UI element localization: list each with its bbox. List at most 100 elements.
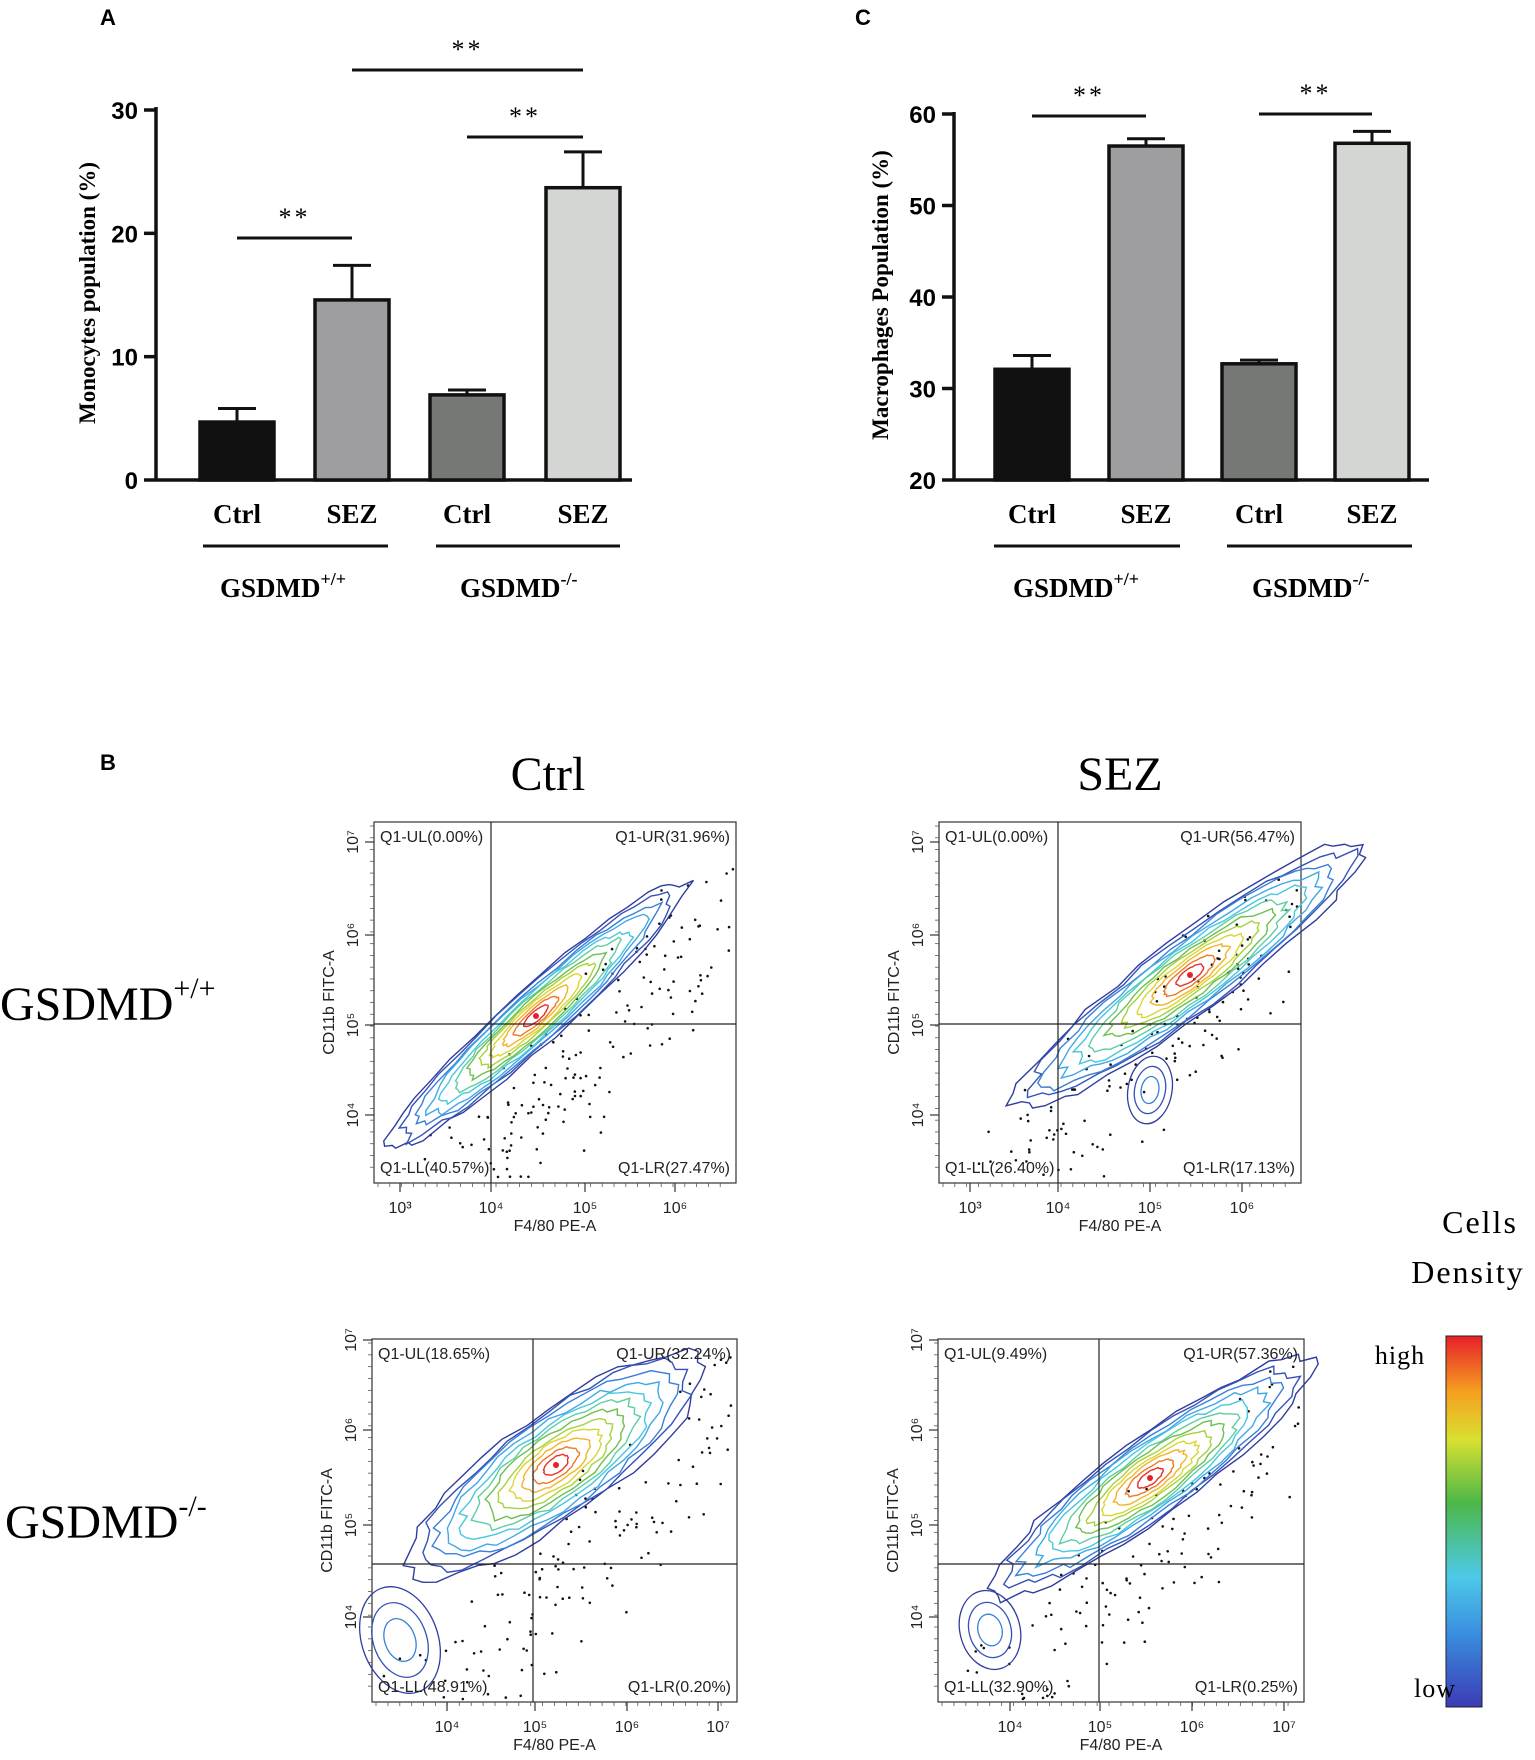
x-tick-label: 10⁴	[479, 1200, 504, 1217]
event-dot	[1220, 1521, 1224, 1525]
event-dot	[498, 1648, 502, 1651]
density-contour	[431, 1369, 680, 1558]
event-dot	[472, 1652, 476, 1655]
event-dot	[667, 1482, 670, 1485]
event-dot	[530, 1111, 533, 1114]
event-dot	[561, 1055, 565, 1058]
y-tick-label: 30	[909, 377, 936, 404]
event-dot	[719, 899, 723, 902]
event-dot	[1216, 957, 1219, 960]
density-contour	[383, 1618, 417, 1662]
quadrant-label-ur: Q1-UR(31.96%)	[615, 829, 730, 846]
density-contour	[1140, 1075, 1160, 1105]
event-dot	[1174, 1056, 1177, 1060]
category-label: Ctrl	[443, 499, 491, 529]
event-dot	[1147, 1606, 1151, 1610]
event-dot	[1059, 1627, 1063, 1631]
event-dot	[1269, 1370, 1272, 1373]
density-contour	[437, 931, 635, 1106]
density-contour	[502, 984, 569, 1048]
event-dot	[598, 1076, 601, 1079]
event-dot	[1142, 1090, 1146, 1094]
event-dot	[483, 1624, 487, 1628]
density-contour	[522, 1004, 550, 1028]
y-tick-label: 20	[909, 468, 936, 495]
event-dot	[567, 1057, 571, 1060]
event-dot	[1125, 1577, 1128, 1580]
density-peak	[1147, 1475, 1153, 1481]
flow-plot-wt-sez: 10³ 10⁴ 10⁵ 10⁶ 10⁴ 10⁵ 10⁶ 10⁷ F4/80 PE-A CD11b …	[886, 821, 1367, 1235]
event-dot	[677, 1458, 680, 1462]
event-dot	[1045, 1136, 1048, 1140]
event-dot	[573, 1090, 577, 1093]
significance-label: **	[509, 102, 541, 131]
density-contour	[977, 1613, 1003, 1647]
event-dot	[1091, 1143, 1094, 1146]
event-dot	[608, 1041, 612, 1044]
density-contour	[397, 891, 671, 1146]
x-axis-label: F4/80 PE-A	[1079, 1218, 1162, 1235]
y-tick-label: 10⁴	[909, 1605, 926, 1630]
event-dot	[423, 1157, 427, 1161]
event-dot	[599, 1066, 602, 1070]
event-dot	[465, 1668, 469, 1671]
event-dot	[561, 1561, 565, 1564]
event-dot	[710, 966, 713, 969]
event-dot	[622, 1055, 625, 1059]
event-dot	[1291, 1365, 1295, 1369]
event-dot	[669, 1530, 673, 1533]
density-contour	[1074, 1419, 1225, 1534]
event-dot	[581, 1469, 585, 1473]
event-dot	[418, 1653, 422, 1657]
y-tick-label: 10⁶	[910, 923, 927, 947]
event-dot	[523, 1591, 526, 1594]
event-dot	[1143, 1572, 1146, 1576]
event-dot	[559, 1092, 562, 1096]
event-dot	[486, 1692, 490, 1696]
event-dot	[727, 925, 731, 929]
event-dot	[1048, 1601, 1051, 1605]
x-axis-label: F4/80 PE-A	[513, 1737, 596, 1754]
event-dot	[584, 1497, 587, 1500]
event-dot	[1021, 1697, 1025, 1701]
event-dot	[579, 1014, 582, 1017]
event-dot	[693, 918, 697, 922]
panel-label-a: A	[100, 5, 116, 30]
quadrant-label-lr: Q1-LR(0.20%)	[628, 1679, 731, 1696]
event-dot	[695, 1482, 699, 1485]
x-tick-label: 10⁷	[1272, 1719, 1296, 1736]
event-dot	[640, 1005, 643, 1009]
event-dot	[1062, 1122, 1065, 1126]
event-dot	[588, 1601, 592, 1605]
event-dot	[534, 1632, 538, 1636]
event-dot	[444, 1649, 448, 1653]
event-dot	[1137, 1610, 1140, 1614]
event-dot	[1134, 1063, 1137, 1066]
event-dot	[582, 1149, 586, 1152]
event-dot	[610, 947, 614, 951]
flow-col-title-ctrl: Ctrl	[511, 748, 586, 801]
event-dot	[1239, 1007, 1243, 1011]
event-dot	[618, 1534, 622, 1537]
category-label: Ctrl	[213, 499, 261, 529]
flow-plots: 10³ 10⁴ 10⁵ 10⁶ 10⁴ 10⁵ 10⁶ 10⁷ F4/80 PE-A CD11b …	[319, 821, 1367, 1754]
event-dot	[1165, 1057, 1168, 1060]
event-dot	[638, 960, 642, 964]
x-tick-label: 10³	[958, 1200, 982, 1217]
colorbar-low-label: low	[1414, 1674, 1456, 1703]
event-dot	[519, 1175, 523, 1178]
event-dot	[1141, 1140, 1144, 1143]
event-dot	[726, 1448, 729, 1451]
event-dot	[1217, 1580, 1221, 1584]
y-tick-label: 0	[125, 468, 138, 495]
event-dot	[1126, 1618, 1130, 1621]
event-dot	[582, 1566, 586, 1569]
event-dot	[1221, 1056, 1224, 1059]
flow-plot-ko-ctrl: 10⁴ 10⁵ 10⁶ 10⁷ 10⁴ 10⁵ 10⁶ 10⁷ F4/80 PE-A CD11b …	[319, 1328, 738, 1754]
density-contour	[1124, 1458, 1175, 1498]
event-dot	[626, 1004, 629, 1007]
event-dot	[461, 1145, 465, 1149]
event-dot	[699, 974, 702, 977]
x-axis-label: F4/80 PE-A	[514, 1218, 597, 1235]
y-tick-label: 10⁷	[909, 1328, 926, 1352]
